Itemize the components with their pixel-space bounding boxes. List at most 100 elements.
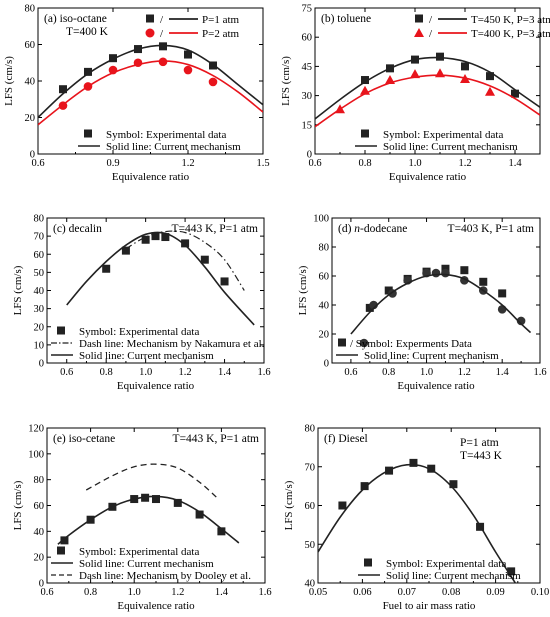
legend-label: Solid line: Current mechanism [386, 570, 521, 582]
y-tick-label: 60 [34, 250, 45, 261]
legend-label: Dash line: Mechanism by Nakamura et al. [79, 338, 265, 350]
chart-panel-e: 0.6 0.8 1.0 1.2 1.4 1.6 0 20 40 60 80 100 120 Equival… [12, 424, 272, 613]
series-curve [315, 56, 540, 120]
data-point-square [109, 54, 117, 63]
y-tick-label: 15 [302, 120, 313, 131]
legend-square-marker [57, 546, 65, 555]
data-point-circle [183, 65, 193, 75]
data-point-square [427, 464, 436, 473]
data-point-square [200, 255, 209, 264]
y-tick-label: 40 [34, 527, 45, 538]
y-tick-label: 40 [319, 301, 330, 312]
y-tick-label: 0 [324, 359, 329, 370]
y-axis-label: LFS (cm/s) [12, 265, 24, 315]
x-tick-label: 0.10 [531, 587, 549, 598]
data-point-square [184, 50, 192, 59]
legend-slash: / [160, 28, 164, 40]
legend-slash: / [429, 28, 433, 40]
legend-label: Symbol: Experimental data [383, 129, 503, 141]
panel-title: (a) iso-octane [44, 13, 107, 25]
legend-label: P=1 atm [202, 14, 240, 26]
y-tick-label: 70 [305, 462, 316, 473]
x-tick-label: 1.4 [508, 158, 522, 169]
data-point-circle [158, 57, 168, 67]
data-point-square [441, 264, 450, 273]
legend-square-marker [57, 326, 65, 335]
x-tick-label: 1.0 [408, 158, 421, 169]
chart-panel-b: 0.6 0.8 1.0 1.2 1.4 0 15 30 45 60 75 Equivalence ra… [280, 4, 550, 184]
x-tick-label: 0.09 [486, 587, 504, 598]
series-curve [350, 273, 532, 335]
y-tick-label: 80 [34, 214, 45, 225]
data-point-circle [431, 268, 441, 278]
panel-subtitle: P=1 atm [460, 437, 499, 449]
panel-subtitle: T=443 K, P=1 atm [172, 223, 258, 235]
chart-panel-d: 0.6 0.8 1.0 1.2 1.4 1.6 0 20 40 60 80 100 Equivalenc… [297, 214, 547, 393]
legend-circle-marker [359, 338, 369, 348]
y-tick-label: 40 [305, 579, 316, 590]
y-axis-label: LFS (cm/s) [280, 56, 292, 106]
data-point-square [195, 510, 204, 519]
data-point-square [436, 52, 444, 61]
data-point-square [409, 458, 418, 467]
data-point-square [59, 85, 67, 94]
y-tick-label: 60 [305, 501, 316, 512]
x-tick-label: 1.0 [128, 587, 141, 598]
y-tick-label: 0 [30, 150, 35, 161]
data-point-square [159, 42, 167, 51]
data-point-square [386, 64, 394, 73]
x-tick-label: 1.4 [496, 367, 510, 378]
data-point-square [511, 89, 519, 98]
y-axis-label: LFS (cm/s) [12, 480, 24, 530]
title-italic: n [354, 223, 360, 235]
y-tick-label: 60 [34, 501, 45, 512]
data-point-square [486, 72, 494, 81]
x-axis-label: Equivalence ratio [112, 171, 190, 183]
data-point-square [181, 239, 190, 248]
data-point-circle [133, 58, 143, 68]
y-tick-label: 40 [25, 77, 36, 88]
chart-panel-a: 0.6 0.9 1.2 1.5 0 20 40 60 80 Equivalence ratio LF… [3, 4, 270, 184]
legend-label: T=400 K, P=3 atm [471, 28, 550, 40]
data-point-square [360, 482, 369, 491]
legend-label: Solid line: Current mechanism [383, 141, 518, 153]
data-point-circle [516, 316, 526, 326]
data-point-circle [108, 65, 118, 75]
panel-subtitle: T=403 K, P=1 atm [448, 223, 534, 235]
y-tick-label: 60 [319, 272, 330, 283]
legend-square-marker [364, 558, 372, 567]
x-axis-label: Equivalence ratio [117, 600, 195, 612]
panel-title: (e) iso-cetane [53, 433, 115, 445]
legend-slash: / [160, 14, 164, 26]
plot-frame [314, 7, 541, 155]
legend-square-marker [338, 338, 346, 347]
y-tick-label: 50 [305, 540, 316, 551]
panel-title: (b) toluene [321, 13, 371, 25]
x-tick-label: 1.4 [218, 367, 232, 378]
x-tick-label: 0.05 [309, 587, 327, 598]
data-point-square [134, 45, 142, 54]
data-point-circle [441, 268, 450, 278]
title-prefix: (d) [338, 223, 354, 235]
legend-label: Solid line: Current mechanism [106, 141, 241, 153]
x-tick-label: 0.6 [60, 367, 73, 378]
y-tick-label: 80 [305, 424, 316, 435]
data-point-square [411, 55, 419, 64]
data-point-square [141, 235, 150, 244]
series-curve [66, 231, 255, 326]
y-tick-label: 70 [34, 232, 45, 243]
x-tick-label: 1.6 [533, 367, 546, 378]
data-point-square [173, 498, 182, 507]
legend-label: Symbol: Experimental data [386, 558, 506, 570]
data-point-square [498, 289, 507, 298]
data-point-square [161, 233, 170, 242]
y-tick-label: 20 [34, 322, 45, 333]
data-point-square [338, 501, 347, 510]
y-tick-label: 40 [34, 286, 45, 297]
y-tick-label: 30 [34, 304, 45, 315]
legend-label: Symbol: Experimental data [106, 129, 226, 141]
x-tick-label: 0.6 [40, 587, 53, 598]
y-axis-label: LFS (cm/s) [297, 265, 309, 315]
x-tick-label: 0.8 [100, 367, 113, 378]
